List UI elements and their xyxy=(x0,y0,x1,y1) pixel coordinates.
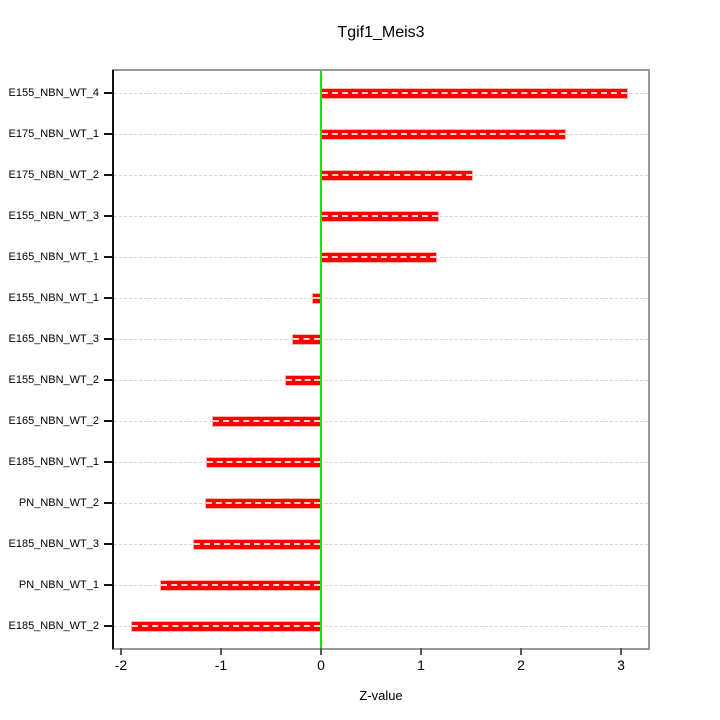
x-tick-label: 2 xyxy=(517,657,525,673)
bar-center-dash xyxy=(322,215,438,217)
gridline xyxy=(114,461,648,463)
x-tick xyxy=(520,648,522,655)
bar xyxy=(321,169,473,181)
bar-center-dash xyxy=(322,133,565,135)
y-tick-label: E155_NBN_WT_1 xyxy=(8,292,100,304)
bar-center-dash xyxy=(132,625,320,627)
bar-center-dash xyxy=(206,502,320,504)
y-tick-label: E155_NBN_WT_2 xyxy=(8,374,100,386)
chart-title: Tgif1_Meis3 xyxy=(337,24,425,41)
y-tick xyxy=(104,543,112,545)
y-tick xyxy=(104,92,112,94)
gridline xyxy=(114,543,648,545)
gridline xyxy=(114,379,648,381)
x-tick-label: -1 xyxy=(214,657,228,673)
bar xyxy=(160,579,321,591)
bar xyxy=(292,333,321,345)
zero-reference-line xyxy=(320,71,322,648)
y-tick xyxy=(104,379,112,381)
bar xyxy=(205,497,321,509)
gridline xyxy=(114,420,648,422)
x-axis-title: Z-value xyxy=(359,688,403,703)
x-tick-label: 3 xyxy=(617,657,625,673)
bar xyxy=(321,251,437,263)
gridline xyxy=(114,338,648,340)
x-tick xyxy=(320,648,322,655)
bar xyxy=(321,128,566,140)
bar-center-dash xyxy=(322,174,472,176)
bar-center-dash xyxy=(322,256,436,258)
bar xyxy=(321,87,628,99)
y-axis-line xyxy=(112,70,114,649)
x-tick-label: 0 xyxy=(317,657,325,673)
x-tick xyxy=(220,648,222,655)
gridline xyxy=(114,584,648,586)
gridline xyxy=(114,502,648,504)
y-tick-label: PN_NBN_WT_1 xyxy=(18,579,99,591)
bar xyxy=(131,620,321,632)
y-tick-label: E185_NBN_WT_2 xyxy=(8,620,100,632)
bar-center-dash xyxy=(313,297,320,299)
gridline xyxy=(114,625,648,627)
y-tick xyxy=(104,174,112,176)
y-tick-label: E165_NBN_WT_2 xyxy=(8,415,100,427)
bar-center-dash xyxy=(194,543,320,545)
y-tick-label: E175_NBN_WT_2 xyxy=(8,169,100,181)
plot-area xyxy=(114,71,648,648)
bar xyxy=(321,210,439,222)
y-tick xyxy=(104,502,112,504)
y-tick xyxy=(104,338,112,340)
bar xyxy=(212,415,321,427)
y-tick-label: E155_NBN_WT_3 xyxy=(8,210,100,222)
y-tick-label: E165_NBN_WT_3 xyxy=(8,333,100,345)
y-tick-label: E155_NBN_WT_4 xyxy=(8,87,100,99)
bar-center-dash xyxy=(293,338,320,340)
y-tick xyxy=(104,215,112,217)
bar xyxy=(285,374,321,386)
bar-center-dash xyxy=(286,379,320,381)
x-tick-label: 1 xyxy=(417,657,425,673)
bar xyxy=(206,456,321,468)
y-tick xyxy=(104,584,112,586)
y-tick-label: E185_NBN_WT_3 xyxy=(8,538,100,550)
y-tick xyxy=(104,625,112,627)
bar-center-dash xyxy=(207,461,320,463)
bar-center-dash xyxy=(322,92,627,94)
y-tick xyxy=(104,420,112,422)
y-tick xyxy=(104,256,112,258)
y-tick xyxy=(104,297,112,299)
y-tick-label: E185_NBN_WT_1 xyxy=(8,456,100,468)
y-tick-label: E175_NBN_WT_1 xyxy=(8,128,100,140)
x-tick xyxy=(120,648,122,655)
bar-center-dash xyxy=(161,584,320,586)
x-tick-label: -2 xyxy=(114,657,128,673)
y-tick-label: PN_NBN_WT_2 xyxy=(18,497,99,509)
bar-center-dash xyxy=(213,420,320,422)
y-tick xyxy=(104,461,112,463)
gridline xyxy=(114,297,648,299)
x-tick xyxy=(620,648,622,655)
x-tick xyxy=(420,648,422,655)
y-tick-label: E165_NBN_WT_1 xyxy=(8,251,100,263)
y-tick xyxy=(104,133,112,135)
bar xyxy=(193,538,321,550)
